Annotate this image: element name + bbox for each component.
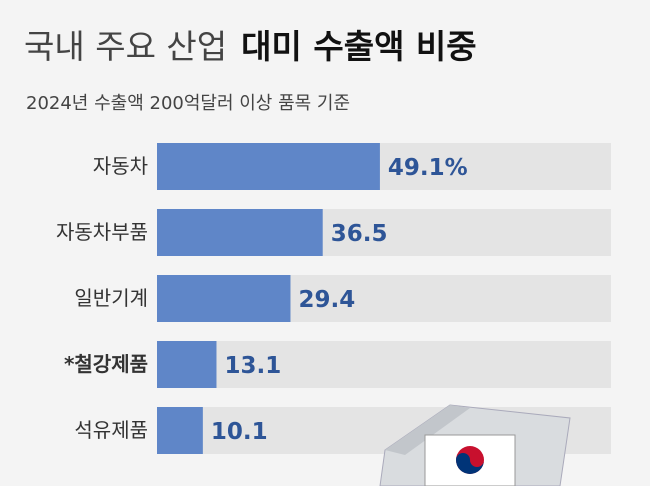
category-label: 석유제품: [74, 418, 148, 442]
value-label: 13.1: [224, 353, 281, 379]
category-label: 자동차부품: [56, 220, 148, 244]
container-illustration: [379, 404, 571, 486]
bar-track: [157, 341, 611, 388]
value-label: 36.5: [331, 221, 388, 247]
title-light: 국내 주요 산업: [24, 27, 227, 66]
chart-subtitle: 2024년 수출액 200억달러 이상 품목 기준: [26, 93, 350, 114]
bar: [157, 275, 291, 322]
bar: [157, 143, 380, 190]
category-label: *철강제품: [64, 352, 148, 376]
bar: [157, 341, 217, 388]
value-label: 10.1: [211, 419, 268, 445]
bar: [157, 407, 203, 454]
title-bold: 대미 수출액 비중: [241, 27, 477, 66]
value-label: 49.1%: [388, 155, 468, 181]
category-label: 일반기계: [74, 286, 148, 310]
bar: [157, 209, 323, 256]
chart-title: 국내 주요 산업 대미 수출액 비중: [24, 27, 477, 66]
category-label: 자동차: [93, 154, 148, 178]
value-label: 29.4: [298, 287, 355, 313]
